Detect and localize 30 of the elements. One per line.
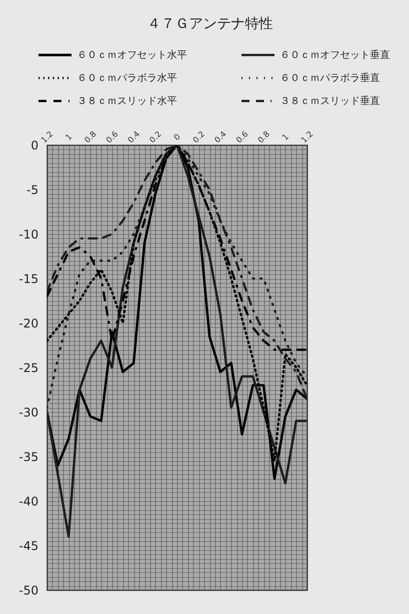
x-tick-label: 0.6	[234, 129, 250, 145]
x-tick-label: 1.2	[299, 129, 315, 145]
legend-label: ６０ｃｍオフセット水平	[77, 49, 187, 61]
y-tick-label: -40	[18, 494, 38, 508]
x-tick-label: 1	[64, 132, 74, 142]
x-tick-label: 0.8	[82, 129, 98, 145]
legend-label: ３８ｃｍスリッド水平	[77, 95, 177, 107]
legend-label: ６０ｃｍパラボラ垂直	[280, 72, 380, 84]
y-tick-label: -45	[18, 539, 38, 553]
x-tick-label: 0	[172, 132, 182, 142]
y-tick-label: -5	[26, 183, 38, 197]
legend-label: ６０ｃｍパラボラ水平	[77, 72, 177, 84]
legend-label: ６０ｃｍオフセット垂直	[280, 49, 390, 61]
y-tick-label: -35	[18, 450, 38, 464]
x-tick-label: 1.2	[39, 129, 55, 145]
x-tick-label: 0.2	[148, 129, 164, 145]
y-tick-label: -30	[18, 406, 38, 420]
legend-label: ３８ｃｍスリッド垂直	[280, 95, 380, 107]
y-tick-label: -25	[18, 361, 38, 375]
chart-title: ４７Ｇアンテナ特性	[147, 16, 273, 32]
y-tick-label: -15	[18, 272, 38, 286]
x-tick-label: 0.6	[104, 129, 120, 145]
x-tick-label: 0.4	[212, 129, 228, 145]
x-tick-label: 0.8	[256, 129, 272, 145]
y-tick-label: -20	[18, 316, 38, 330]
y-tick-label: -50	[18, 584, 38, 598]
x-tick-label: 0.2	[191, 129, 206, 145]
x-tick-label: 1	[280, 132, 290, 142]
x-tick-label: 0.4	[126, 129, 142, 145]
y-tick-label: -10	[18, 228, 38, 242]
